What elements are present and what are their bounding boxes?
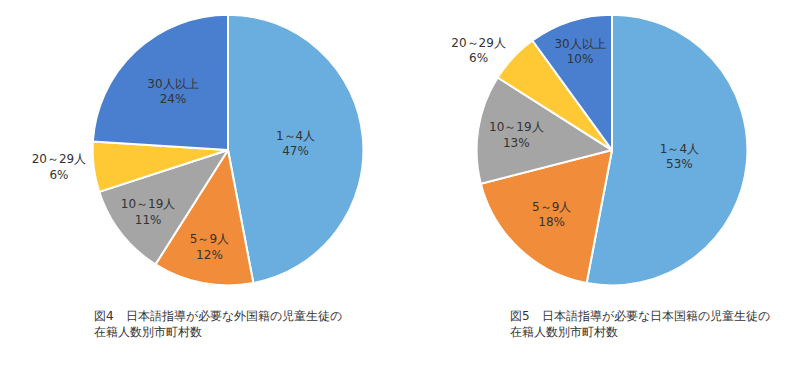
svg-text:30人以上24%: 30人以上24%: [147, 77, 198, 107]
svg-text:10～19人11%: 10～19人11%: [121, 197, 176, 227]
svg-text:5～9人18%: 5～9人18%: [532, 200, 571, 230]
svg-text:図4 日本語指導が必要な外国籍の児童生徒の在籍人数別市町村数: 図4 日本語指導が必要な外国籍の児童生徒の在籍人数別市町村数: [94, 309, 342, 339]
svg-text:30人以上10%: 30人以上10%: [554, 37, 605, 67]
svg-text:20～29人6%: 20～29人6%: [451, 36, 506, 66]
svg-text:図5 日本語指導が必要な日本国籍の児童生徒の在籍人数別市町村: 図5 日本語指導が必要な日本国籍の児童生徒の在籍人数別市町村数: [510, 309, 770, 339]
svg-text:10～19人13%: 10～19人13%: [489, 120, 544, 150]
svg-text:1～4人53%: 1～4人53%: [660, 142, 699, 172]
svg-text:20～29人6%: 20～29人6%: [32, 152, 87, 182]
svg-text:5～9人12%: 5～9人12%: [190, 232, 229, 262]
svg-text:1～4人47%: 1～4人47%: [276, 129, 315, 159]
